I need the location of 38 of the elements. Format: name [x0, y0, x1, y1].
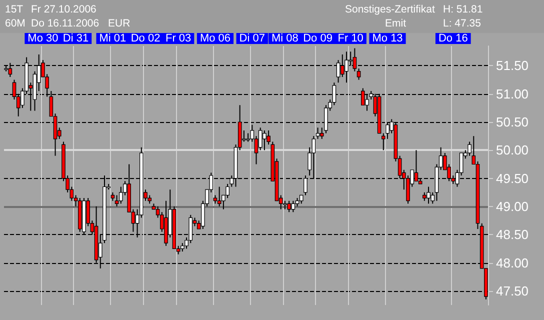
x-tick-label: Do 02: [130, 32, 160, 44]
x-tick-label: Mo 30: [28, 32, 58, 44]
x-tick-label: Fr 03: [165, 32, 192, 44]
x-tick-label: Di 31: [62, 32, 89, 44]
candlestick: [287, 200, 291, 213]
candlestick: [356, 68, 361, 80]
text: H: 51.81: [443, 4, 483, 16]
y-tick-label: 51.50: [496, 58, 529, 74]
candlestick: [217, 186, 222, 207]
y-tick-label: 49.00: [496, 198, 529, 214]
y-tick-label: 51.00: [496, 86, 529, 102]
text: L: 47.35: [443, 18, 482, 30]
x-tick-label: Fr 10: [338, 32, 364, 44]
text: Emit: [385, 18, 406, 30]
x-tick-label: Do 16: [438, 32, 468, 44]
x-tick-label: Mi 08: [272, 32, 298, 44]
candlestick: [316, 127, 320, 140]
candlestick: [426, 186, 430, 204]
y-tick-label: 48.50: [496, 227, 529, 242]
candlestick: [291, 200, 296, 213]
x-tick-label: Mi 01: [99, 32, 126, 44]
x-tick-label: Di 07: [239, 32, 265, 44]
candlestick: [114, 194, 119, 207]
text: Sonstiges-Zertifikat: [345, 4, 435, 16]
x-tick-label: Do 09: [303, 32, 332, 44]
text: EUR: [108, 18, 131, 30]
y-tick-label: 50.50: [496, 114, 529, 130]
y-tick-label: 50.00: [496, 142, 529, 158]
candlestick: [262, 130, 266, 151]
y-tick-label: 48.00: [496, 255, 529, 270]
x-tick-label: Mo 13: [372, 32, 403, 44]
text: Do 16.11.2006: [31, 18, 100, 30]
text: 60M: [5, 18, 26, 30]
x-tick-label: Mo 06: [200, 32, 231, 44]
text: 15T: [5, 4, 24, 16]
y-tick-label: 49.50: [496, 170, 529, 186]
y-tick-label: 47.50: [496, 283, 529, 298]
text: Fr 27.10.2006: [31, 4, 97, 16]
